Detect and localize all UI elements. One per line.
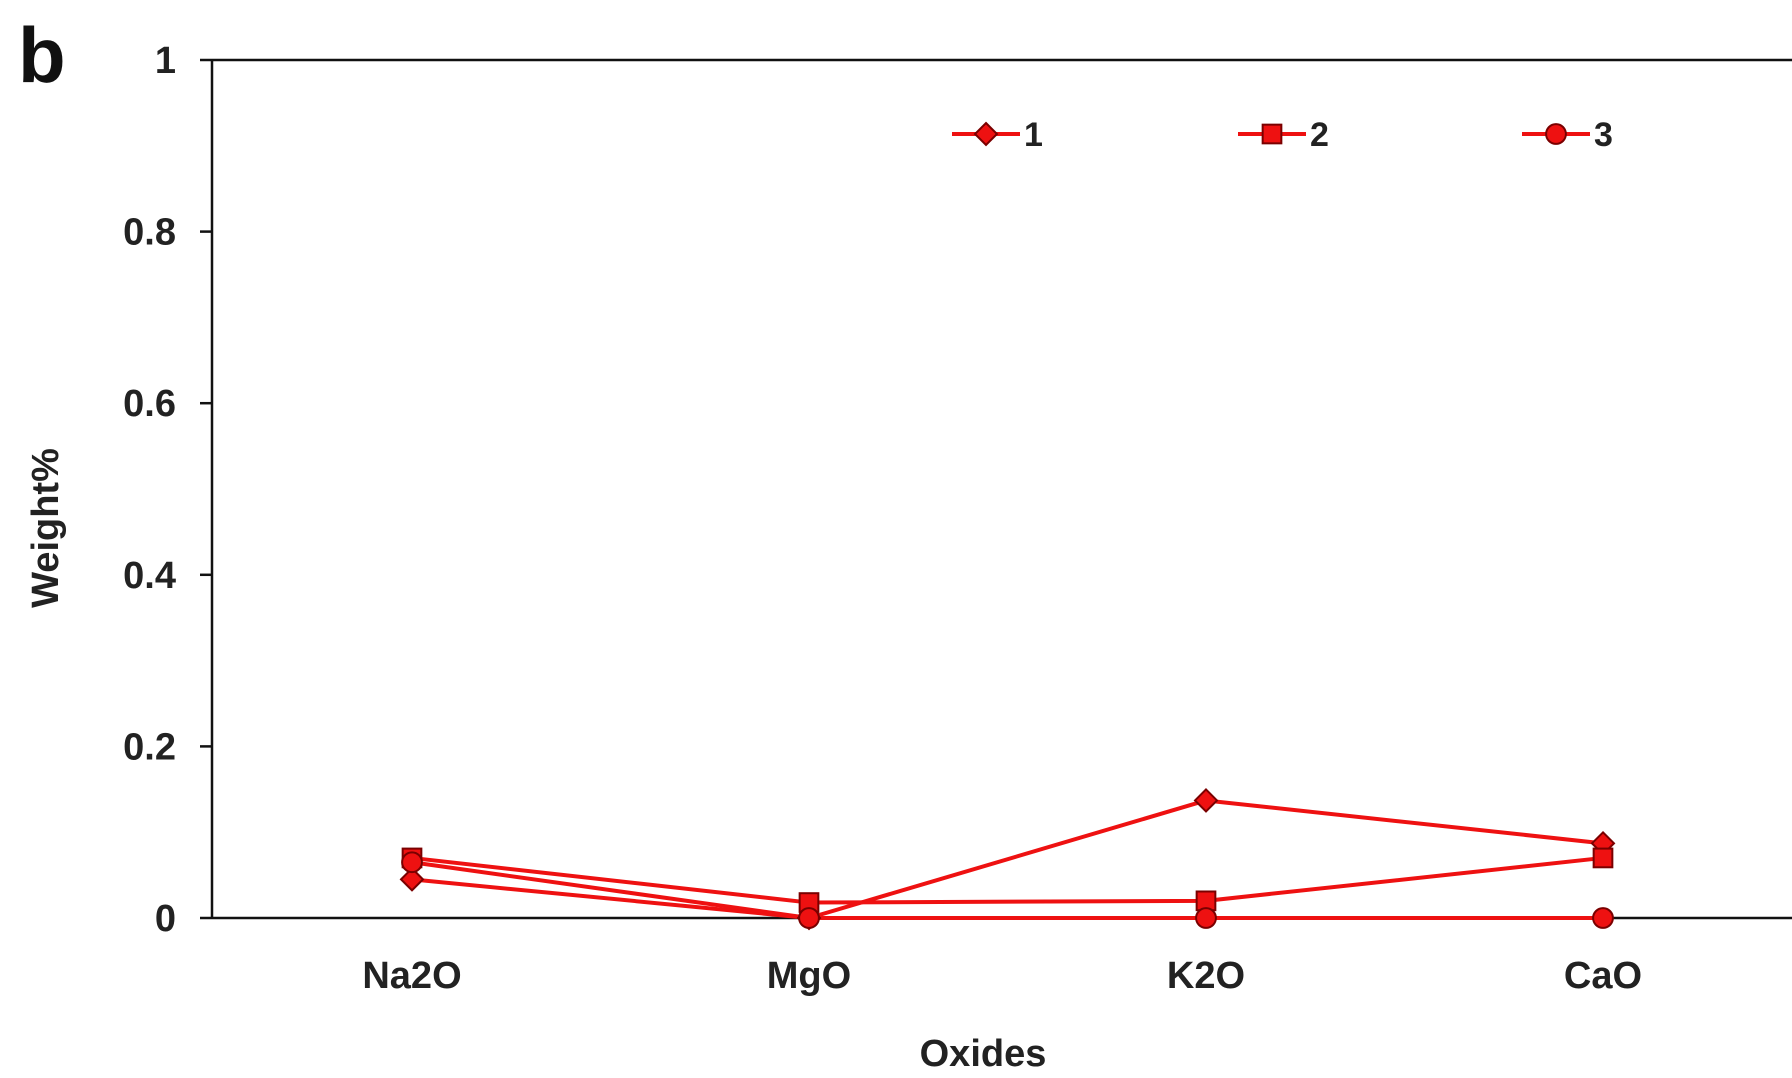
series-line-3 [411,860,1603,920]
legend-label: 2 [1310,116,1329,154]
legend-item-1: 1 [952,116,1043,154]
legend-label: 1 [1024,116,1043,154]
legend: 1 2 3 [952,116,1613,154]
y-tick-label: 0.4 [123,555,176,597]
series-layer [399,788,1616,931]
series-points [399,788,1616,931]
x-axis-title: Oxides [920,1033,1047,1075]
legend-item-3: 3 [1522,116,1613,154]
y-axis: 0 0.2 0.4 0.6 0.8 1 [123,40,212,940]
data-point-series-1 [1193,788,1219,813]
legend-item-2: 2 [1238,116,1329,154]
x-axis: Na2O MgO K2O CaO [362,955,1642,997]
legend-marker [973,121,999,147]
data-point-series-2 [1592,847,1614,869]
data-point-series-3 [401,851,423,874]
data-point-series-1 [399,866,425,892]
x-tick-label: K2O [1167,955,1245,997]
y-tick-label: 0 [155,898,176,940]
y-tick-label: 0.2 [123,726,176,768]
x-tick-label: Na2O [362,955,461,997]
legend-marker [1261,123,1283,145]
series-line-1 [411,798,1604,920]
legend-marker [1545,123,1567,145]
y-axis-title: Weight% [25,448,67,608]
y-tick-label: 0.6 [123,383,176,425]
data-point-series-3 [1592,907,1614,929]
y-tick-label: 1 [155,40,176,82]
x-tick-label: MgO [767,955,851,997]
series-lines [411,798,1604,920]
x-tick-label: CaO [1564,955,1642,997]
panel-label: b [18,11,66,99]
data-point-series-3 [1195,907,1217,929]
legend-label: 3 [1594,116,1613,154]
data-point-series-3 [798,907,820,929]
plot-area [210,58,1792,920]
y-tick-label: 0.8 [123,212,176,254]
series-line-2 [411,855,1604,905]
